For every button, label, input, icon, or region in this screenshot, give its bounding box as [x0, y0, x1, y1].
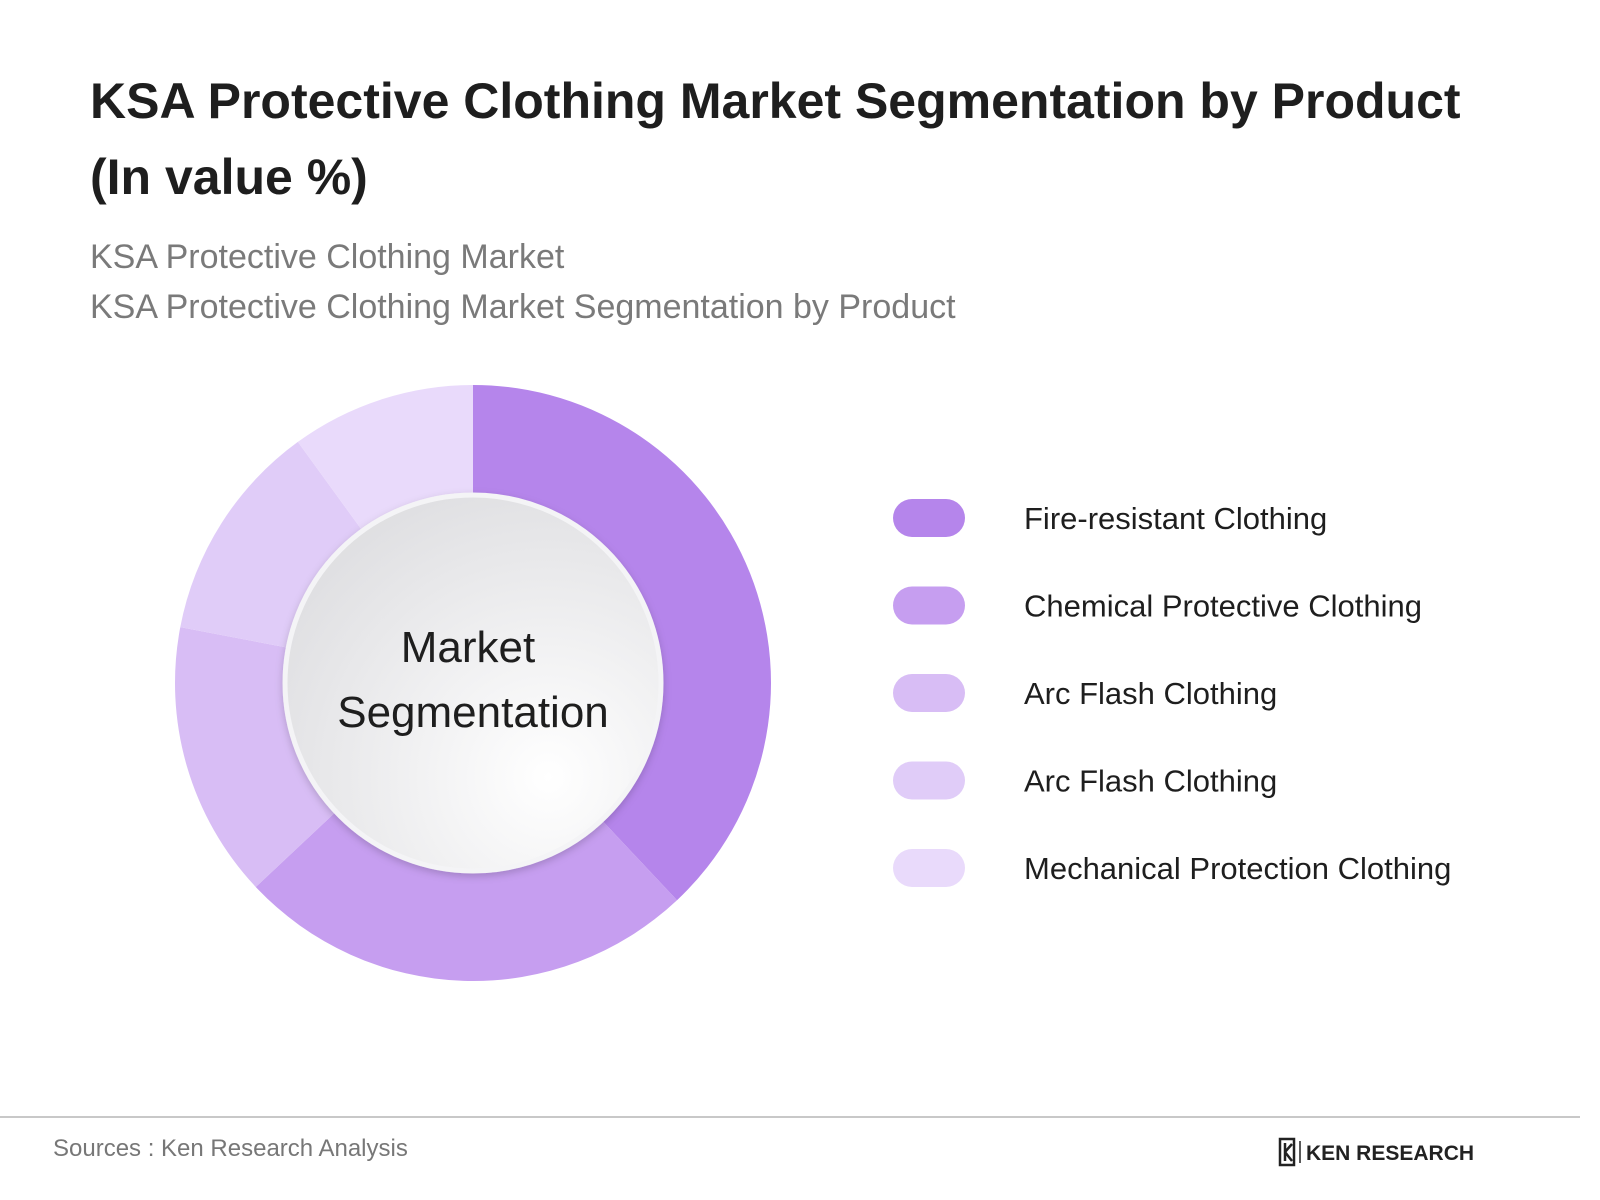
- donut: [174, 385, 772, 982]
- donut-slice: [174, 627, 339, 887]
- legend: Fire-resistant Clothing Chemical Protecti…: [893, 499, 1451, 887]
- donut-slice: [180, 441, 365, 649]
- center-label: Segmentation: [337, 688, 609, 737]
- legend-swatch: [893, 499, 965, 537]
- legend-swatch: [893, 674, 965, 712]
- legend-label: Chemical Protective Clothing: [1024, 589, 1422, 624]
- source: Sources : Ken Research Analysis: [53, 1135, 408, 1162]
- legend-label: Fire-resistant Clothing: [1024, 501, 1327, 536]
- donut-slice: [255, 809, 677, 982]
- brand: KEN RESEARCH: [1306, 1142, 1474, 1165]
- legend-label: Arc Flash Clothing: [1024, 676, 1277, 711]
- subtitle: KSA Protective Clothing Market: [90, 238, 565, 276]
- chart-title: KSA Protective Clothing Market Segmentat…: [90, 73, 1461, 129]
- legend-label: Mechanical Protection Clothing: [1024, 851, 1451, 886]
- donut-slice: [297, 385, 473, 534]
- legend-swatch: [893, 586, 965, 625]
- chart-title: (In value %): [90, 149, 368, 205]
- donut-hole: [282, 492, 664, 874]
- center-label: Market: [401, 623, 535, 672]
- logo-icon: [1278, 1137, 1296, 1167]
- legend-swatch: [893, 761, 965, 800]
- legend-label: Arc Flash Clothing: [1024, 764, 1277, 799]
- subtitle: KSA Protective Clothing Market Segmentat…: [90, 288, 956, 326]
- brand-logo: KEN RESEARCH: [1278, 1137, 1474, 1167]
- donut-slice: [473, 385, 772, 901]
- legend-swatch: [893, 849, 965, 887]
